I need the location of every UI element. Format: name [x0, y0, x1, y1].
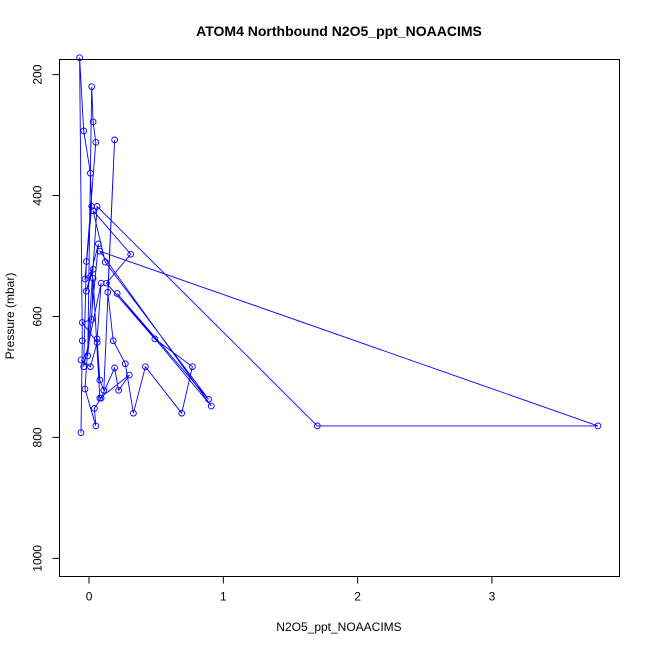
data-point	[93, 339, 101, 346]
data-point	[83, 258, 90, 265]
data-point	[100, 386, 108, 394]
x-tick-label: 2	[354, 590, 361, 604]
data-point	[121, 360, 129, 368]
data-point	[77, 356, 85, 364]
data-point	[96, 247, 104, 255]
y-axis-label: Pressure (mbar)	[3, 273, 17, 360]
data-point	[151, 335, 159, 343]
data-point	[142, 363, 149, 371]
x-tick-label: 1	[220, 590, 227, 604]
data-point	[103, 279, 110, 287]
data-point	[313, 422, 321, 430]
data-point	[101, 258, 109, 266]
data-point	[87, 363, 94, 371]
data-point	[115, 386, 122, 394]
x-tick-label: 0	[86, 590, 93, 604]
data-point	[93, 203, 101, 210]
data-point	[189, 363, 196, 371]
data-point	[89, 118, 97, 126]
data-point	[78, 319, 86, 326]
data-point	[109, 337, 117, 345]
data-point	[80, 363, 88, 371]
series-line	[79, 57, 599, 433]
data-point	[96, 376, 104, 384]
plot-frame	[59, 59, 620, 577]
data-point	[80, 127, 88, 135]
data-point	[178, 409, 186, 417]
series-layer	[76, 54, 602, 436]
data-point	[89, 265, 97, 273]
data-point	[81, 385, 89, 393]
data-point	[111, 364, 118, 372]
y-tick-label: 400	[31, 185, 45, 205]
data-point	[207, 402, 215, 410]
data-point	[127, 250, 135, 258]
data-point	[130, 409, 137, 417]
data-point	[113, 290, 121, 297]
data-point	[111, 136, 118, 144]
data-point	[88, 316, 96, 323]
data-point	[104, 288, 112, 296]
data-point	[88, 83, 96, 91]
y-axis: 200 400 600 800 1000	[31, 64, 60, 572]
data-point	[76, 54, 83, 62]
y-tick-label: 1000	[31, 545, 45, 572]
data-point	[125, 371, 133, 379]
data-point	[96, 394, 104, 402]
data-point	[77, 429, 85, 436]
data-point	[205, 395, 212, 403]
data-point	[92, 138, 100, 146]
data-point	[89, 207, 97, 215]
data-point	[89, 275, 97, 282]
data-point	[594, 422, 602, 430]
y-tick-label: 200	[31, 64, 45, 84]
data-point	[83, 287, 90, 295]
y-tick-label: 600	[31, 306, 45, 326]
x-axis-label: N2O5_ppt_NOAACIMS	[276, 620, 401, 634]
x-axis: 0 1 2 3	[86, 576, 496, 604]
y-tick-label: 800	[31, 427, 45, 447]
x-tick-label: 3	[489, 590, 496, 604]
data-point	[92, 422, 100, 430]
data-point	[78, 337, 86, 345]
data-point	[95, 240, 102, 248]
data-point	[84, 352, 92, 360]
data-point	[93, 335, 101, 343]
chart-title: ATOM4 Northbound N2O5_ppt_NOAACIMS	[196, 23, 482, 39]
data-point	[81, 275, 89, 283]
data-point	[91, 405, 98, 412]
data-point	[87, 169, 94, 177]
